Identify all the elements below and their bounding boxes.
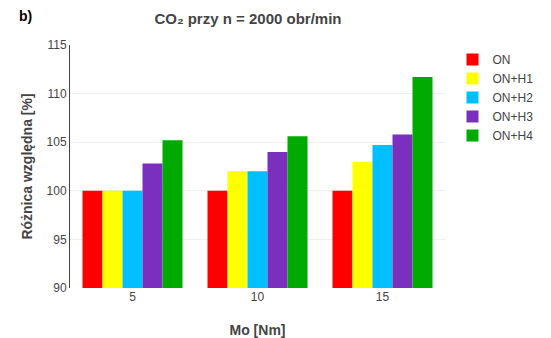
svg-text:ON+H3: ON+H3 [493, 110, 534, 124]
svg-text:Różnica względna [%]: Różnica względna [%] [19, 93, 35, 239]
svg-text:Mo [Nm]: Mo [Nm] [230, 322, 286, 338]
svg-text:95: 95 [53, 233, 67, 247]
svg-text:ON+H2: ON+H2 [493, 91, 534, 105]
svg-text:10: 10 [251, 290, 265, 304]
svg-text:b): b) [19, 8, 32, 24]
svg-text:110: 110 [47, 87, 66, 101]
svg-text:ON+H1: ON+H1 [493, 72, 534, 86]
svg-text:CO₂ przy n = 2000 obr/min: CO₂ przy n = 2000 obr/min [154, 10, 341, 27]
svg-text:5: 5 [129, 290, 136, 304]
svg-text:ON+H4: ON+H4 [493, 129, 534, 143]
svg-text:100: 100 [47, 184, 67, 198]
svg-text:ON: ON [493, 53, 511, 67]
svg-text:115: 115 [47, 38, 66, 52]
svg-text:90: 90 [53, 281, 67, 295]
svg-text:15: 15 [376, 290, 390, 304]
svg-text:105: 105 [47, 135, 67, 149]
